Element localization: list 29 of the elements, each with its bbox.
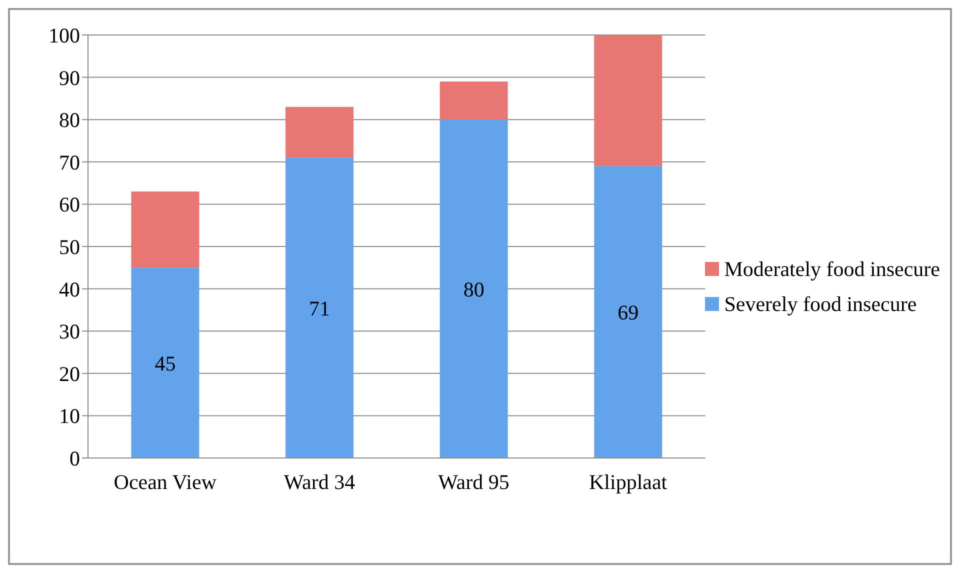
x-tick-label: Klipplaat <box>589 470 668 494</box>
x-tick-label: Ward 95 <box>438 470 510 494</box>
data-label: 80 <box>463 277 484 302</box>
bar <box>594 35 662 166</box>
legend-label: Moderately food insecure <box>724 256 940 282</box>
y-tick-label: 80 <box>59 108 80 132</box>
y-tick-label: 70 <box>59 150 80 174</box>
data-label: 71 <box>309 296 330 320</box>
x-tick-label: Ocean View <box>114 470 218 494</box>
bar <box>131 192 200 268</box>
y-tick-label: 40 <box>59 277 80 302</box>
bar <box>286 106 354 158</box>
y-tick-label: 10 <box>59 404 80 428</box>
y-tick-label: 100 <box>48 23 80 48</box>
bar <box>286 158 354 458</box>
bar <box>131 268 200 458</box>
bar <box>440 82 508 120</box>
data-label: 69 <box>618 300 639 325</box>
y-tick-label: 60 <box>59 192 80 217</box>
x-tick-label: Ward 34 <box>284 470 356 494</box>
data-label: 45 <box>154 351 176 376</box>
legend-label: Severely food insecure <box>724 292 917 316</box>
y-tick-label: 0 <box>70 446 80 470</box>
bar <box>594 166 662 458</box>
y-tick-label: 90 <box>59 66 80 90</box>
y-tick-label: 50 <box>59 234 80 259</box>
bar <box>440 120 508 458</box>
y-tick-label: 30 <box>59 320 80 344</box>
y-tick-label: 20 <box>59 362 80 386</box>
